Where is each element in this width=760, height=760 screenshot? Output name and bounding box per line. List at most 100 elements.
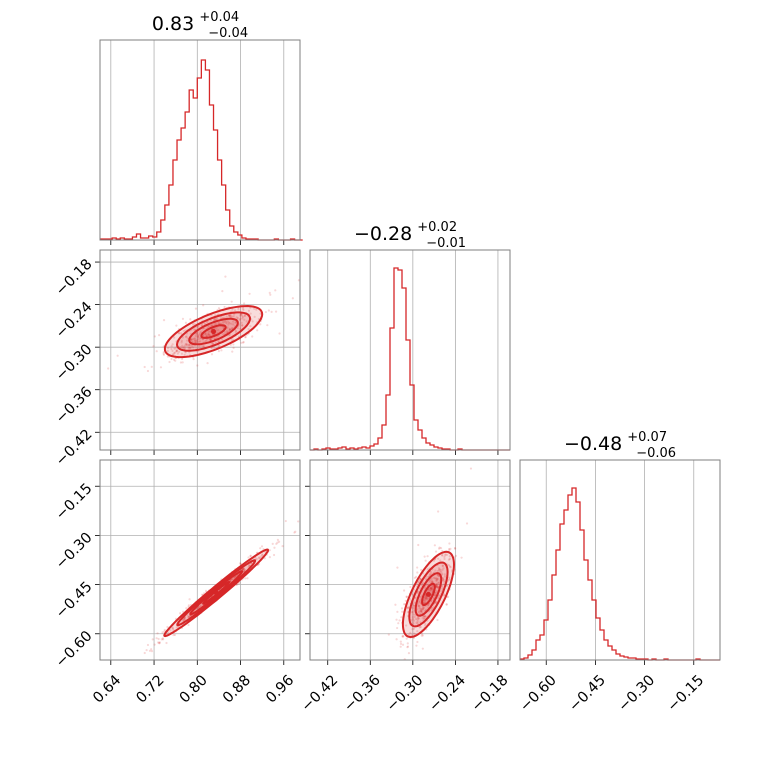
- scatter-point: [261, 553, 264, 556]
- scatter-point: [210, 347, 213, 350]
- scatter-point: [187, 623, 190, 627]
- title-value: −0.48: [564, 433, 622, 455]
- scatter-point: [437, 574, 440, 577]
- scatter-point: [448, 557, 451, 560]
- scatter-point: [437, 595, 440, 598]
- scatter-point: [197, 335, 200, 339]
- scatter-point: [225, 329, 229, 332]
- scatter-point: [416, 630, 419, 633]
- scatter-point: [433, 544, 436, 547]
- scatter-point: [187, 343, 190, 346]
- scatter-point: [218, 321, 221, 324]
- density-peak-point: [213, 590, 219, 596]
- scatter-point: [171, 626, 175, 630]
- scatter-point: [221, 321, 224, 325]
- scatter-point: [420, 568, 423, 572]
- scatter-point: [431, 580, 434, 584]
- scatter-point: [440, 570, 443, 573]
- scatter-point: [428, 588, 431, 591]
- scatter-point: [436, 570, 439, 573]
- scatter-point: [183, 353, 186, 356]
- scatter-point: [249, 554, 252, 557]
- scatter-point: [249, 312, 252, 315]
- scatter-point: [260, 555, 263, 558]
- scatter-point: [242, 570, 245, 573]
- scatter-point: [435, 577, 438, 580]
- scatter-point: [422, 599, 425, 602]
- scatter-point: [417, 617, 421, 620]
- scatter-point: [401, 610, 404, 613]
- scatter-point: [412, 604, 415, 607]
- scatter-point: [174, 359, 177, 362]
- scatter-point: [228, 314, 231, 317]
- scatter-point: [448, 565, 452, 568]
- scatter-point: [435, 584, 438, 587]
- scatter-point: [411, 611, 414, 614]
- histogram-step-line: [100, 59, 303, 241]
- scatter-point: [196, 325, 199, 329]
- scatter-point: [217, 334, 220, 338]
- scatter-point: [188, 343, 191, 347]
- scatter-point: [434, 550, 438, 553]
- density-peak-point: [425, 591, 431, 597]
- scatter-point: [183, 617, 186, 621]
- scatter-point: [230, 326, 234, 330]
- scatter-point: [217, 321, 220, 324]
- scatter-point: [175, 350, 178, 353]
- scatter-point: [181, 361, 184, 364]
- scatter-point: [234, 321, 237, 324]
- scatter-point: [417, 580, 420, 584]
- scatter-point: [166, 355, 169, 358]
- scatter-point: [215, 322, 218, 326]
- scatter-point: [413, 615, 416, 619]
- scatter-point: [413, 604, 416, 608]
- scatter-point: [228, 327, 231, 330]
- scatter-point: [225, 322, 228, 325]
- scatter-point: [441, 587, 444, 590]
- scatter-point: [399, 640, 402, 643]
- scatter-point: [444, 553, 447, 556]
- scatter-point: [183, 347, 186, 350]
- scatter-point: [294, 530, 297, 533]
- scatter-point: [273, 546, 276, 549]
- scatter-point: [229, 343, 232, 347]
- scatter-point: [192, 337, 195, 341]
- scatter-point: [169, 628, 172, 632]
- scatter-point: [185, 607, 188, 610]
- scatter-point: [249, 554, 252, 558]
- y-tick-label: −0.15: [53, 481, 96, 524]
- scatter-point: [244, 335, 247, 338]
- scatter-point: [214, 317, 217, 321]
- scatter-point: [435, 591, 438, 594]
- scatter-point: [419, 621, 422, 624]
- scatter-point: [469, 467, 473, 470]
- y-tick-label: −0.18: [53, 256, 96, 299]
- scatter-point: [422, 601, 426, 605]
- scatter-point: [236, 316, 240, 320]
- panel-2-0: 0.64 0.72 0.80 0.88 0.96 −0.60 −0.45 −0.30 −0.15: [53, 459, 301, 706]
- axes-frame: [309, 459, 511, 661]
- scatter-point: [193, 328, 196, 331]
- scatter-point: [420, 609, 423, 613]
- scatter-point: [396, 566, 399, 569]
- scatter-point: [160, 638, 163, 641]
- scatter-point: [411, 615, 415, 619]
- scatter-point: [235, 329, 238, 333]
- scatter-point: [448, 542, 451, 545]
- scatter-point: [239, 313, 243, 316]
- x-tick-label: −0.42: [299, 672, 342, 715]
- scatter-point: [175, 349, 179, 353]
- scatter-point: [215, 317, 218, 320]
- scatter-point: [412, 613, 415, 616]
- scatter-point: [181, 357, 184, 361]
- scatter-point: [181, 346, 184, 349]
- scatter-point: [256, 329, 259, 332]
- scatter-point: [217, 329, 220, 332]
- scatter-point: [151, 638, 154, 641]
- scatter-point: [172, 353, 175, 356]
- x-tick-label: 0.88: [220, 672, 254, 706]
- scatter-point: [430, 577, 433, 580]
- scatter-point: [438, 581, 441, 584]
- scatter-point: [431, 580, 434, 583]
- scatter-point: [211, 342, 214, 345]
